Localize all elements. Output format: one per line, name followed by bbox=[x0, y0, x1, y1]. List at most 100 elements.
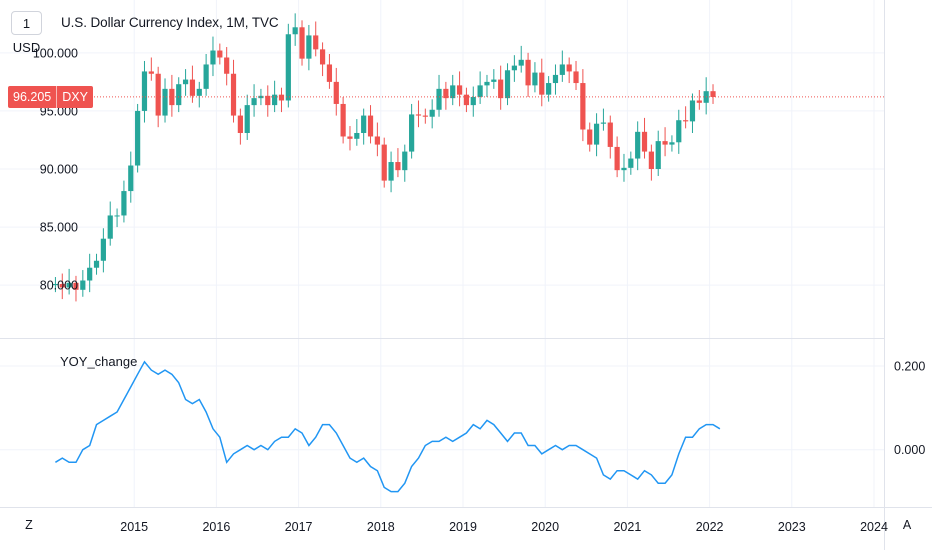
candle-body bbox=[52, 283, 59, 286]
yoy-series bbox=[55, 360, 721, 493]
candle-body bbox=[593, 123, 600, 145]
price-tick-label: 90.000 bbox=[40, 163, 78, 177]
candle-body bbox=[100, 238, 106, 261]
candle-body bbox=[511, 65, 517, 71]
time-axis[interactable]: 2015 2016 2017 2018 2019 2020 2021 2022 2023 2024 bbox=[120, 520, 888, 534]
candle-body bbox=[244, 105, 250, 133]
candle-body bbox=[59, 283, 65, 288]
candle-body bbox=[689, 100, 696, 122]
candle-body bbox=[552, 74, 559, 84]
candle-body bbox=[456, 85, 463, 95]
candle-body bbox=[641, 131, 648, 152]
indicator-title: YOY_change bbox=[60, 354, 138, 369]
time-tick-label: 2019 bbox=[449, 520, 477, 534]
indicator-tick-label: 0.200 bbox=[894, 359, 925, 373]
candle-body bbox=[402, 151, 408, 171]
chart-title: U.S. Dollar Currency Index, 1M, TVC bbox=[61, 15, 279, 30]
candle-body bbox=[169, 88, 175, 106]
candle-body bbox=[93, 260, 100, 268]
candle-body bbox=[87, 267, 93, 281]
candle-body bbox=[361, 115, 367, 133]
zoom-button[interactable]: Z bbox=[25, 518, 33, 532]
candle-body bbox=[429, 109, 435, 117]
candle-body bbox=[436, 88, 442, 110]
candle-body bbox=[498, 79, 504, 99]
candle-body bbox=[491, 79, 497, 82]
candle-body bbox=[162, 88, 168, 116]
candle-body bbox=[135, 110, 141, 166]
candle-body bbox=[251, 98, 257, 106]
candle-body bbox=[237, 115, 243, 133]
candle-body bbox=[525, 59, 531, 86]
candle-body bbox=[676, 120, 682, 143]
time-tick-label: 2018 bbox=[367, 520, 395, 534]
candle-body bbox=[306, 35, 312, 59]
candle-body bbox=[155, 73, 161, 116]
candle-body bbox=[710, 91, 716, 97]
time-tick-label: 2015 bbox=[120, 520, 148, 534]
candle-body bbox=[182, 79, 189, 85]
grid bbox=[0, 0, 884, 507]
candle-body bbox=[230, 73, 237, 116]
candle-body bbox=[484, 81, 490, 86]
candle-body bbox=[292, 27, 298, 35]
candle-body bbox=[203, 64, 209, 89]
candle-body bbox=[319, 49, 326, 65]
candle-body bbox=[422, 115, 428, 117]
candles bbox=[52, 13, 716, 302]
candle-body bbox=[272, 94, 278, 106]
candle-body bbox=[409, 114, 415, 152]
time-tick-label: 2021 bbox=[613, 520, 641, 534]
candle-body bbox=[224, 57, 230, 74]
candle-body bbox=[326, 64, 333, 82]
candle-body bbox=[189, 79, 196, 96]
candle-body bbox=[217, 50, 223, 58]
candle-body bbox=[504, 70, 511, 99]
candle-body bbox=[683, 120, 689, 122]
time-tick-label: 2017 bbox=[285, 520, 313, 534]
candle-body bbox=[470, 96, 476, 106]
candle-body bbox=[532, 72, 538, 86]
candle-body bbox=[107, 215, 113, 239]
candle-body bbox=[285, 34, 291, 101]
candle-body bbox=[669, 142, 675, 145]
candle-body bbox=[148, 71, 154, 74]
candle-body bbox=[559, 64, 565, 75]
auto-scale-button[interactable]: A bbox=[902, 518, 912, 532]
price-tick-label: 100.000 bbox=[33, 46, 78, 60]
candle-body bbox=[518, 59, 524, 66]
candle-body bbox=[367, 115, 374, 137]
candle-body bbox=[73, 282, 79, 290]
candle-body bbox=[333, 81, 339, 104]
candle-body bbox=[450, 85, 456, 99]
time-tick-label: 2022 bbox=[696, 520, 724, 534]
candle-body bbox=[587, 129, 593, 145]
candle-body bbox=[635, 131, 641, 159]
candle-body bbox=[114, 215, 120, 217]
currency-button[interactable]: 1 USD bbox=[11, 11, 42, 55]
last-price-symbol: DXY bbox=[56, 85, 93, 108]
candle-body bbox=[313, 35, 319, 50]
last-price-value: 96.205 bbox=[13, 89, 52, 104]
candle-body bbox=[696, 100, 702, 103]
time-tick-label: 2024 bbox=[860, 520, 888, 534]
candle-body bbox=[374, 136, 380, 145]
candle-body bbox=[121, 191, 127, 216]
candle-body bbox=[607, 122, 613, 147]
candle-body bbox=[340, 103, 346, 137]
candle-body bbox=[80, 280, 86, 290]
candle-body bbox=[546, 83, 552, 95]
candle-body bbox=[395, 162, 401, 171]
candle-body bbox=[176, 84, 182, 106]
candle-body bbox=[354, 132, 360, 139]
candle-body bbox=[443, 88, 449, 99]
candle-body bbox=[141, 71, 148, 111]
candle-body bbox=[265, 95, 271, 106]
candle-body bbox=[278, 94, 285, 101]
time-tick-label: 2016 bbox=[202, 520, 230, 534]
indicator-axis[interactable]: 0.000 0.200 bbox=[894, 359, 925, 457]
price-axis[interactable]: 80.000 85.000 90.000 95.000 100.000 bbox=[33, 46, 78, 292]
candle-body bbox=[463, 94, 470, 106]
candle-body bbox=[648, 151, 654, 169]
